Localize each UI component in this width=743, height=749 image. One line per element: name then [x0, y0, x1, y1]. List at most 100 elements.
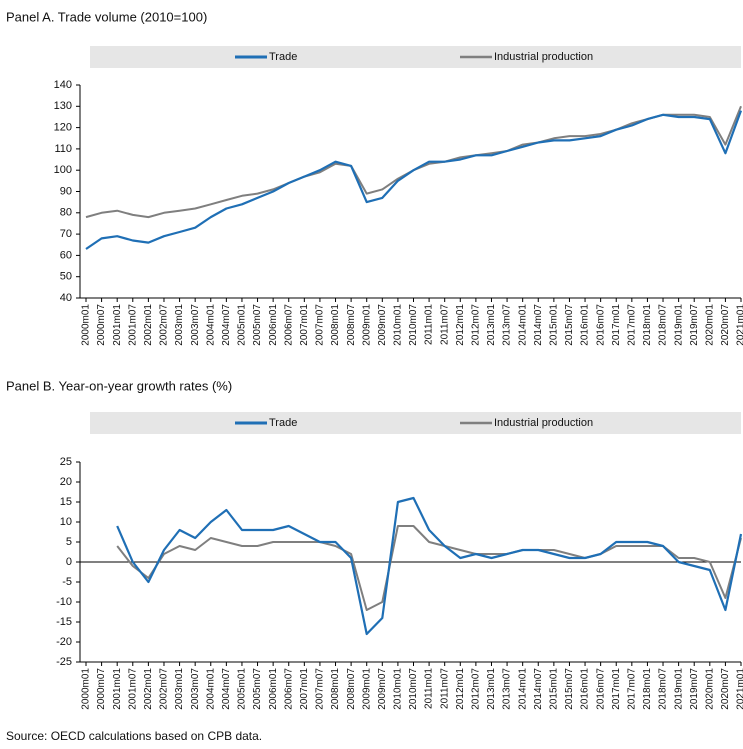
x-tick-label: 2001m07	[127, 304, 138, 346]
x-tick-label: 2016m01	[580, 668, 591, 710]
x-tick-label: 2021m01	[736, 668, 743, 710]
x-tick-label: 2011m07	[439, 668, 450, 709]
x-tick-label: 2009m07	[377, 304, 388, 346]
x-tick-label: 2011m07	[439, 304, 450, 345]
x-tick-label: 2015m01	[548, 304, 559, 346]
x-tick-label: 2001m01	[112, 304, 123, 346]
x-tick-label: 2008m01	[330, 668, 341, 710]
x-tick-label: 2000m07	[96, 304, 107, 346]
x-tick-label: 2008m07	[346, 668, 357, 710]
panel-title: Panel B. Year-on-year growth rates (%)	[6, 378, 232, 393]
x-tick-label: 2019m07	[689, 668, 700, 710]
x-tick-label: 2016m01	[580, 304, 591, 346]
x-tick-label: 2013m01	[486, 668, 497, 710]
y-tick-label: 50	[60, 271, 72, 283]
x-tick-label: 2004m01	[205, 304, 216, 346]
x-tick-label: 2002m01	[143, 304, 154, 346]
x-tick-label: 2013m07	[502, 668, 513, 710]
y-tick-label: 100	[54, 164, 72, 176]
x-tick-label: 2013m01	[486, 304, 497, 346]
x-tick-label: 2005m07	[252, 304, 263, 346]
x-tick-label: 2015m07	[564, 304, 575, 346]
x-tick-label: 2014m07	[533, 668, 544, 710]
y-tick-label: 15	[60, 496, 72, 508]
x-tick-label: 2021m01	[736, 304, 743, 346]
x-tick-label: 2010m01	[393, 304, 404, 346]
x-tick-label: 2007m07	[315, 668, 326, 710]
x-tick-label: 2012m07	[471, 668, 482, 710]
x-tick-label: 2014m01	[517, 668, 528, 710]
y-tick-label: 60	[60, 249, 72, 261]
x-tick-label: 2005m07	[252, 668, 263, 710]
x-tick-label: 2016m07	[595, 304, 606, 346]
x-tick-label: 2005m01	[237, 668, 248, 710]
y-tick-label: 40	[60, 292, 72, 304]
y-tick-label: 5	[66, 536, 72, 548]
x-tick-label: 2010m07	[408, 668, 419, 710]
x-tick-label: 2000m07	[96, 668, 107, 710]
x-tick-label: 2006m07	[283, 668, 294, 710]
y-tick-label: -10	[56, 596, 72, 608]
x-tick-label: 2008m07	[346, 304, 357, 346]
x-tick-label: 2004m07	[221, 304, 232, 346]
series-line	[85, 105, 742, 219]
x-tick-label: 2007m01	[299, 668, 310, 710]
x-tick-label: 2003m01	[174, 304, 185, 346]
x-tick-label: 2011m01	[424, 304, 435, 345]
x-tick-label: 2009m01	[361, 668, 372, 710]
x-tick-label: 2012m07	[471, 304, 482, 346]
x-tick-label: 2004m01	[205, 668, 216, 710]
x-tick-label: 2013m07	[502, 304, 513, 346]
legend-label: Industrial production	[494, 51, 593, 63]
y-tick-label: 25	[60, 456, 72, 468]
x-tick-label: 2014m07	[533, 304, 544, 346]
y-tick-label: 80	[60, 207, 72, 219]
series-line	[116, 496, 743, 636]
x-tick-label: 2008m01	[330, 304, 341, 346]
x-tick-label: 2000m01	[81, 304, 92, 346]
x-tick-label: 2015m01	[548, 668, 559, 710]
y-tick-label: 130	[54, 100, 72, 112]
y-tick-label: 0	[66, 556, 72, 568]
legend-label: Trade	[269, 417, 297, 429]
x-tick-label: 2018m07	[658, 668, 669, 710]
x-tick-label: 2017m01	[611, 668, 622, 710]
x-tick-label: 2019m01	[673, 668, 684, 710]
x-tick-label: 2002m01	[143, 668, 154, 710]
legend-box	[90, 46, 741, 68]
x-tick-label: 2002m07	[159, 668, 170, 710]
x-tick-label: 2009m01	[361, 304, 372, 346]
y-tick-label: -20	[56, 636, 72, 648]
panel-title: Panel A. Trade volume (2010=100)	[6, 9, 207, 24]
x-tick-label: 2014m01	[517, 304, 528, 346]
legend-label: Industrial production	[494, 417, 593, 429]
x-tick-label: 2011m01	[424, 668, 435, 709]
x-tick-label: 2015m07	[564, 668, 575, 710]
x-tick-label: 2020m07	[720, 304, 731, 346]
x-tick-label: 2012m01	[455, 304, 466, 346]
x-tick-label: 2016m07	[595, 668, 606, 710]
legend-label: Trade	[269, 51, 297, 63]
x-tick-label: 2006m07	[283, 304, 294, 346]
x-tick-label: 2012m01	[455, 668, 466, 710]
x-tick-label: 2003m07	[190, 304, 201, 346]
y-tick-label: 140	[54, 79, 72, 91]
y-tick-label: -5	[62, 576, 72, 588]
x-tick-label: 2009m07	[377, 668, 388, 710]
y-tick-label: -25	[56, 656, 72, 668]
x-tick-label: 2001m01	[112, 668, 123, 710]
y-tick-label: 10	[60, 516, 72, 528]
x-tick-label: 2005m01	[237, 304, 248, 346]
x-tick-label: 2018m01	[642, 668, 653, 710]
y-tick-label: 90	[60, 185, 72, 197]
x-tick-label: 2002m07	[159, 304, 170, 346]
source-note: Source: OECD calculations based on CPB d…	[6, 729, 262, 743]
x-tick-label: 2019m07	[689, 304, 700, 346]
x-tick-label: 2001m07	[127, 668, 138, 710]
x-tick-label: 2020m01	[704, 304, 715, 346]
x-tick-label: 2006m01	[268, 304, 279, 346]
x-tick-label: 2004m07	[221, 668, 232, 710]
x-tick-label: 2003m07	[190, 668, 201, 710]
x-tick-label: 2006m01	[268, 668, 279, 710]
